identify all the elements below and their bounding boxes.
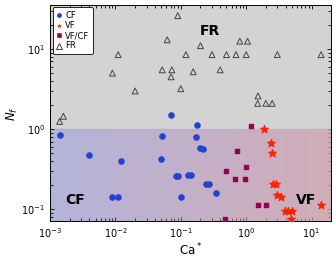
Point — [168, 113, 173, 117]
Point — [275, 193, 280, 198]
Point — [173, 174, 179, 178]
Point — [234, 149, 240, 153]
Point — [269, 151, 275, 155]
Point — [194, 123, 199, 127]
Point — [233, 177, 238, 181]
Text: VF: VF — [296, 193, 316, 207]
Point — [191, 70, 196, 74]
Point — [319, 203, 324, 207]
Point — [269, 101, 275, 105]
Point — [193, 135, 199, 139]
Legend: CF, VF, VF/CF, FR: CF, VF, VF/CF, FR — [52, 7, 93, 54]
Point — [209, 53, 215, 57]
Point — [132, 89, 138, 93]
Point — [201, 147, 206, 151]
Point — [110, 71, 115, 75]
Point — [289, 218, 294, 222]
Point — [245, 39, 250, 43]
Point — [254, 228, 259, 232]
Point — [263, 203, 268, 207]
X-axis label: $\mathrm{Ca}^*$: $\mathrm{Ca}^*$ — [179, 241, 202, 258]
Point — [216, 228, 221, 232]
Point — [203, 181, 208, 186]
Text: CF: CF — [66, 193, 85, 207]
Point — [224, 53, 229, 57]
Point — [237, 39, 243, 43]
Point — [244, 165, 249, 169]
Point — [116, 53, 121, 57]
Point — [175, 174, 180, 178]
Point — [116, 194, 121, 199]
Point — [57, 119, 62, 124]
Point — [255, 203, 260, 207]
Point — [165, 38, 170, 42]
Point — [160, 68, 165, 72]
Text: FR: FR — [200, 24, 220, 38]
Point — [87, 153, 92, 157]
Point — [319, 53, 324, 57]
Point — [255, 101, 260, 105]
Point — [214, 191, 219, 195]
Point — [110, 194, 115, 199]
Point — [158, 157, 164, 161]
Point — [270, 181, 276, 186]
Point — [274, 181, 279, 186]
Point — [168, 75, 174, 79]
Point — [275, 53, 280, 57]
Point — [208, 225, 214, 229]
Point — [233, 53, 239, 57]
Point — [249, 124, 254, 128]
Point — [160, 134, 165, 138]
Point — [188, 173, 194, 177]
Point — [178, 87, 183, 91]
Point — [262, 127, 267, 131]
Point — [57, 133, 62, 137]
Point — [242, 177, 247, 181]
Point — [286, 209, 291, 213]
Point — [282, 209, 288, 213]
Point — [185, 173, 191, 177]
Point — [61, 114, 66, 118]
Point — [118, 159, 123, 163]
Point — [290, 209, 295, 213]
Point — [169, 68, 174, 72]
Point — [178, 194, 183, 199]
Point — [223, 218, 228, 222]
Point — [255, 94, 261, 98]
Point — [244, 53, 249, 57]
Point — [198, 44, 203, 48]
Point — [183, 53, 188, 57]
Point — [198, 146, 203, 150]
Point — [224, 169, 229, 173]
Point — [206, 181, 212, 186]
Y-axis label: $N_f$: $N_f$ — [5, 106, 20, 120]
Point — [278, 194, 284, 199]
Point — [263, 101, 268, 105]
Point — [217, 68, 223, 72]
Point — [175, 14, 180, 18]
Point — [268, 140, 274, 145]
